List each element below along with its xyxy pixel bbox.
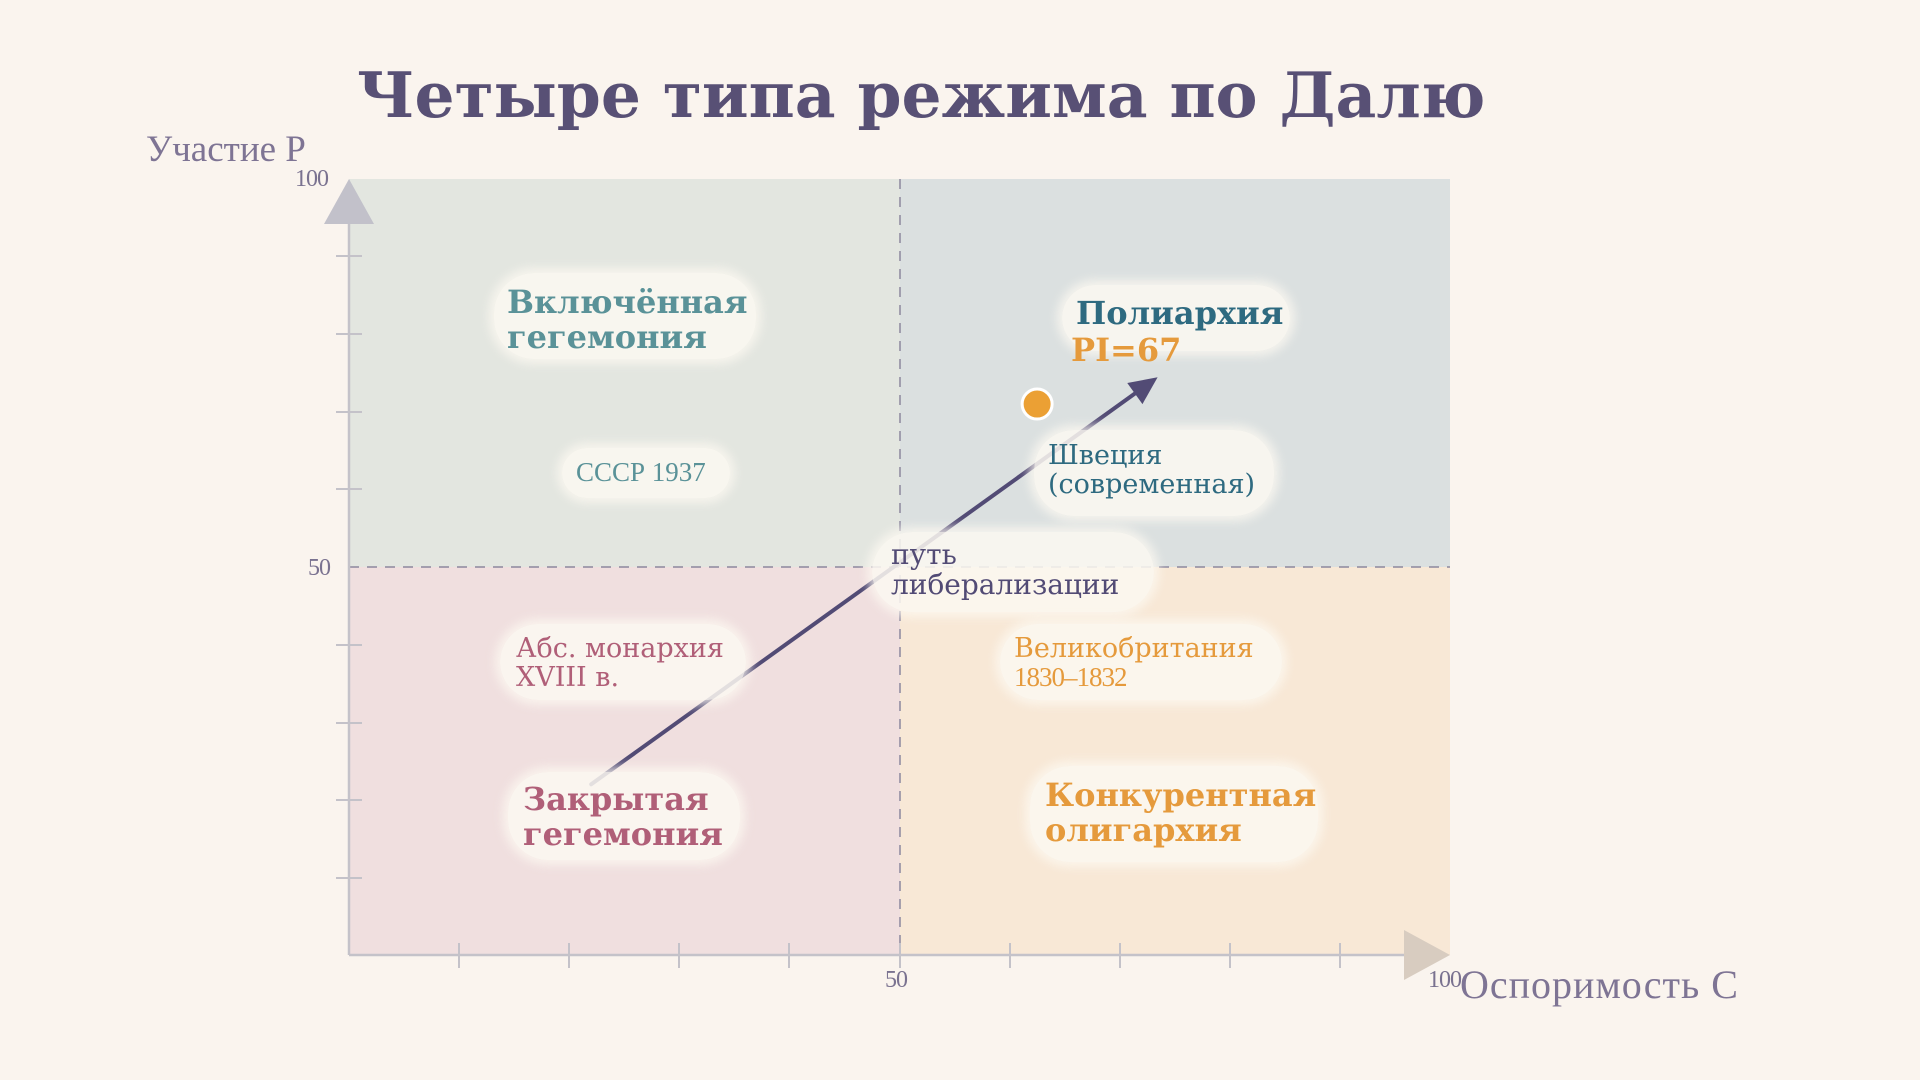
- quadrant-bottom-right-name-line2: олигархия: [1045, 810, 1242, 849]
- x-tick-50: 50: [885, 967, 908, 993]
- y-axis-ticks: [336, 255, 362, 879]
- label-bg-top-right-example: [1034, 430, 1274, 516]
- label-bg-path: [872, 532, 1154, 612]
- polyarchy-index-value: PI=67: [1071, 331, 1182, 369]
- quadrant-bottom-right-name-line1: Конкурентная: [1045, 776, 1317, 814]
- quadrant-top-right-example-line2: (современная): [1048, 469, 1256, 501]
- x-axis-arrow: [1404, 930, 1450, 980]
- page-title: Четыре типа режима по Далю: [357, 58, 1486, 132]
- x-tick-100: 100: [1428, 967, 1462, 993]
- y-axis-arrow: [324, 179, 374, 224]
- quadrant-bottom-right-example-line1: Великобритания: [1014, 633, 1254, 664]
- liberalization-path-label-line1: путь: [891, 538, 957, 571]
- y-tick-100: 100: [295, 166, 329, 192]
- quadrant-top-left-name-line2: гегемония: [507, 317, 707, 356]
- label-bg-bottom-right-name: [1030, 766, 1318, 862]
- quadrant-bottom-left-example: Абс. монархия XVIII в.: [516, 634, 724, 692]
- quadrant-top-left-name: Включённая гегемония: [507, 285, 748, 354]
- x-axis-label: Оспоримость C: [1460, 962, 1739, 1007]
- quadrant-bottom-right-example-line2: 1830–1832: [1014, 662, 1127, 693]
- quadrant-top-right-example-line1: Швеция: [1048, 440, 1163, 471]
- quadrant-bottom-left-example-line2: XVIII в.: [516, 662, 620, 694]
- quadrant-top-right-example: Швеция (современная): [1048, 441, 1255, 499]
- y-tick-50: 50: [308, 555, 331, 581]
- liberalization-path-label: путь либерализации: [891, 538, 1120, 602]
- label-bg-bottom-right-example: [1000, 624, 1282, 700]
- quadrant-top-right-name: Полиархия: [1076, 294, 1284, 332]
- quadrant-bottom-right-example: Великобритания 1830–1832: [1014, 634, 1254, 692]
- label-bg-top-left-example: [562, 448, 730, 498]
- quadrant-bottom-left-name-line2: гегемония: [523, 814, 723, 853]
- liberalization-path-label-line2: либерализации: [891, 568, 1120, 602]
- quadrant-top-left-name-line1: Включённая: [507, 283, 748, 321]
- liberalization-path-arrowhead: [1127, 377, 1158, 405]
- polyarchy-index-point: [1020, 387, 1054, 421]
- label-bg-bottom-left-example: [500, 624, 746, 700]
- quadrant-bottom-left-example-line1: Абс. монархия: [516, 633, 724, 664]
- label-bg-bottom-left-name: [508, 772, 740, 860]
- x-axis-ticks: [458, 943, 1341, 968]
- quadrant-bottom-left-name-line1: Закрытая: [523, 780, 709, 818]
- quadrant-top-left-example: СССР 1937: [576, 457, 706, 487]
- quadrant-bottom-right-name: Конкурентная олигархия: [1045, 778, 1316, 847]
- quadrant-bottom-left-name: Закрытая гегемония: [523, 782, 723, 851]
- quadrant-top-left: [349, 179, 900, 567]
- label-bg-top-left-name: [494, 273, 756, 359]
- label-bg-top-right-name: [1062, 285, 1290, 351]
- y-axis-label: Участие P: [146, 129, 306, 170]
